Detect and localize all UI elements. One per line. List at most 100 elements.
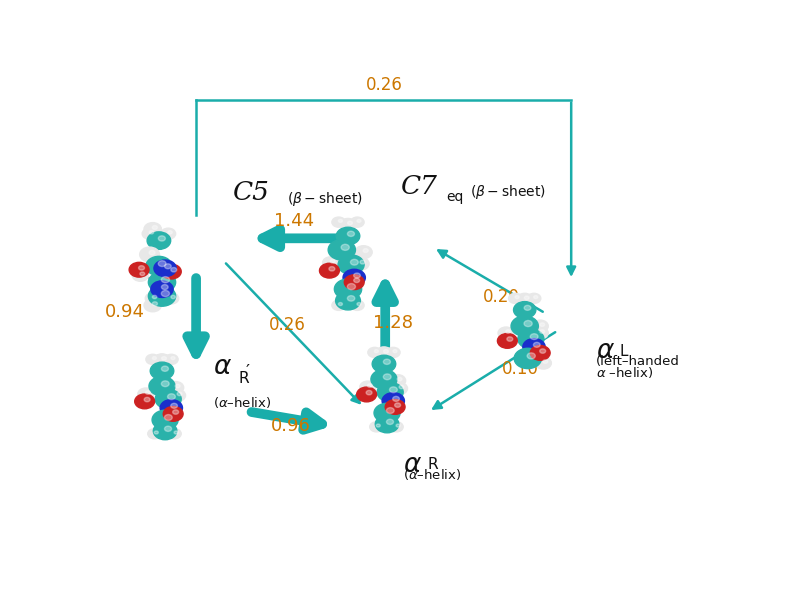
Circle shape xyxy=(144,397,150,402)
Text: L: L xyxy=(619,344,628,359)
Circle shape xyxy=(146,256,172,276)
Text: $\alpha$: $\alpha$ xyxy=(402,452,422,477)
Circle shape xyxy=(330,260,335,263)
Circle shape xyxy=(347,296,355,301)
Circle shape xyxy=(397,377,402,381)
Circle shape xyxy=(174,431,178,434)
Circle shape xyxy=(140,272,145,275)
Circle shape xyxy=(350,300,364,310)
Circle shape xyxy=(382,392,405,409)
Circle shape xyxy=(171,295,175,299)
Circle shape xyxy=(177,392,182,396)
Circle shape xyxy=(363,248,368,253)
Circle shape xyxy=(329,266,335,271)
Circle shape xyxy=(150,230,154,234)
Circle shape xyxy=(514,348,542,368)
Circle shape xyxy=(390,374,406,386)
Text: 1.44: 1.44 xyxy=(274,212,314,230)
Circle shape xyxy=(518,329,544,349)
Circle shape xyxy=(507,337,513,341)
Circle shape xyxy=(162,381,169,386)
Text: R: R xyxy=(427,457,438,472)
Circle shape xyxy=(163,406,183,421)
Text: $(\alpha$–helix): $(\alpha$–helix) xyxy=(402,467,461,482)
Circle shape xyxy=(535,357,551,369)
Circle shape xyxy=(350,217,364,227)
Circle shape xyxy=(527,293,541,304)
Circle shape xyxy=(158,261,166,266)
Circle shape xyxy=(396,424,400,427)
Circle shape xyxy=(162,264,182,279)
Circle shape xyxy=(343,269,366,286)
Circle shape xyxy=(154,354,170,366)
Circle shape xyxy=(155,389,182,409)
Text: ′: ′ xyxy=(246,362,250,380)
Circle shape xyxy=(152,226,158,229)
Circle shape xyxy=(341,244,350,250)
Circle shape xyxy=(540,330,545,334)
Circle shape xyxy=(534,296,538,299)
Circle shape xyxy=(322,257,338,269)
Circle shape xyxy=(357,387,377,402)
Circle shape xyxy=(357,302,361,305)
Circle shape xyxy=(165,264,171,269)
Circle shape xyxy=(383,359,390,364)
Circle shape xyxy=(530,334,538,340)
Circle shape xyxy=(524,296,529,299)
Text: 0.96: 0.96 xyxy=(270,417,310,435)
Circle shape xyxy=(371,370,397,389)
Text: 0.26: 0.26 xyxy=(269,316,306,334)
Circle shape xyxy=(162,284,168,290)
Circle shape xyxy=(357,220,361,223)
Text: C5: C5 xyxy=(234,180,270,205)
Circle shape xyxy=(140,247,159,262)
Circle shape xyxy=(374,403,400,422)
Circle shape xyxy=(390,422,403,432)
Circle shape xyxy=(393,397,399,401)
Text: C7: C7 xyxy=(401,174,438,199)
Circle shape xyxy=(148,428,162,439)
Circle shape xyxy=(347,231,354,236)
Circle shape xyxy=(367,384,372,388)
Circle shape xyxy=(540,323,545,326)
Circle shape xyxy=(149,250,155,255)
Circle shape xyxy=(162,366,169,371)
Text: $\alpha$ –helix): $\alpha$ –helix) xyxy=(596,365,654,380)
Circle shape xyxy=(152,410,178,430)
Text: $\alpha$: $\alpha$ xyxy=(596,338,615,362)
Circle shape xyxy=(173,410,178,414)
Circle shape xyxy=(151,281,173,298)
Text: $\alpha$: $\alpha$ xyxy=(214,354,233,379)
Circle shape xyxy=(393,350,397,353)
Circle shape xyxy=(171,268,177,272)
Circle shape xyxy=(352,257,369,270)
Circle shape xyxy=(394,403,401,407)
Circle shape xyxy=(146,354,159,364)
Circle shape xyxy=(129,262,149,277)
Circle shape xyxy=(543,360,548,364)
Circle shape xyxy=(376,424,380,427)
Circle shape xyxy=(540,349,546,353)
Text: eq: eq xyxy=(446,190,463,204)
Circle shape xyxy=(165,426,171,431)
Circle shape xyxy=(175,384,180,388)
Circle shape xyxy=(350,259,358,265)
Circle shape xyxy=(498,334,518,348)
Circle shape xyxy=(148,272,176,292)
Circle shape xyxy=(498,327,514,339)
Circle shape xyxy=(354,273,360,278)
Circle shape xyxy=(170,389,186,401)
Circle shape xyxy=(386,407,394,413)
Text: 0.94: 0.94 xyxy=(105,302,145,320)
Circle shape xyxy=(390,387,398,392)
Circle shape xyxy=(374,350,378,353)
Circle shape xyxy=(344,275,364,290)
Text: 0.20: 0.20 xyxy=(483,288,520,306)
Circle shape xyxy=(372,355,396,373)
Text: 1.28: 1.28 xyxy=(373,314,413,332)
Circle shape xyxy=(338,255,364,274)
Circle shape xyxy=(165,354,178,364)
Circle shape xyxy=(158,236,166,241)
Text: $(\beta -$sheet): $(\beta -$sheet) xyxy=(470,184,546,202)
Circle shape xyxy=(532,320,548,332)
